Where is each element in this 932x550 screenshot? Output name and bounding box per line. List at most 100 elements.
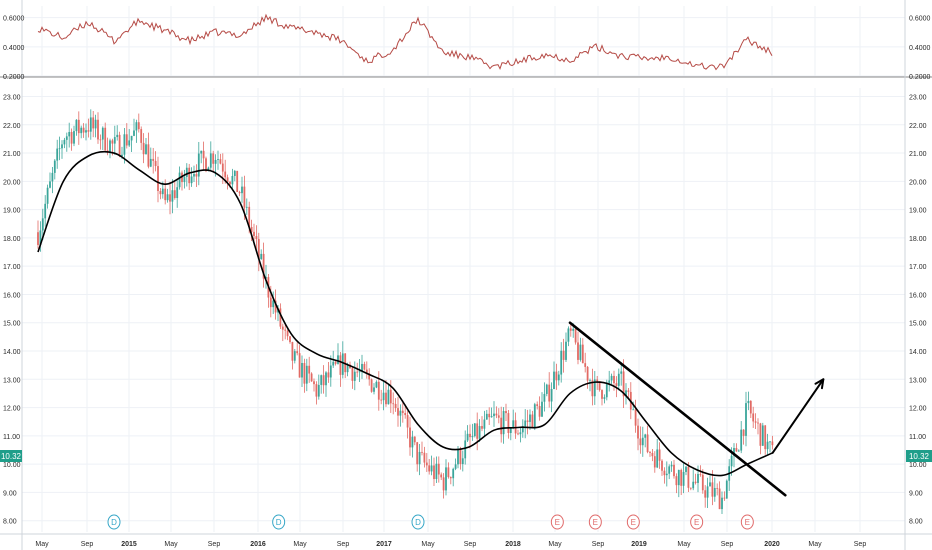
arrow-shaft <box>771 378 825 454</box>
candle-body <box>260 253 263 259</box>
candle-body <box>219 159 222 164</box>
price-left-tick-label: 18.00 <box>3 236 21 243</box>
candle-body <box>423 452 426 463</box>
candle-body <box>649 452 651 453</box>
candle-body <box>157 166 159 192</box>
candle-body <box>351 368 354 381</box>
candle-body <box>293 351 296 361</box>
candle-body <box>70 131 73 144</box>
candle-body <box>406 415 409 428</box>
candle-body <box>140 129 143 143</box>
price-right-tick-label: 14.00 <box>909 349 927 356</box>
earnings-marker[interactable]: E <box>626 514 640 530</box>
candle-body <box>536 404 539 407</box>
price-right-tick-label: 21.00 <box>909 151 927 158</box>
candle-body <box>356 371 359 373</box>
candle-body <box>488 413 491 418</box>
candle-body <box>255 236 258 240</box>
event-label: E <box>694 518 699 527</box>
candle-body <box>567 328 570 342</box>
dividend-marker[interactable]: D <box>411 514 425 530</box>
indicator-grid <box>22 6 905 77</box>
candle-body <box>233 170 236 176</box>
candle-body <box>687 466 690 488</box>
candle-body <box>692 481 695 489</box>
candle-body <box>497 415 500 418</box>
candle-body <box>313 381 315 385</box>
candle-body <box>437 463 440 475</box>
earnings-marker[interactable]: E <box>550 514 564 530</box>
candle-body <box>373 387 375 392</box>
candle-body <box>500 417 503 435</box>
candle-body <box>142 142 145 155</box>
candle-body <box>449 477 452 479</box>
candle-body <box>317 384 320 397</box>
candle-body <box>433 465 435 480</box>
candle-body <box>644 434 647 438</box>
candle-body <box>442 477 445 491</box>
dividend-marker[interactable]: D <box>107 514 121 530</box>
candle-body <box>377 381 380 400</box>
candle-body <box>337 355 339 364</box>
candle-body <box>123 134 126 155</box>
price-tag-right: 10.32 <box>906 450 932 462</box>
time-axis-tick-label: Sep <box>592 541 605 548</box>
price-left-tick-label: 21.00 <box>3 151 21 158</box>
price-left-tick-label: 9.00 <box>3 490 17 497</box>
dividend-marker[interactable]: D <box>272 514 286 530</box>
candle-body <box>625 390 627 397</box>
candle-body <box>370 379 373 392</box>
candle-body <box>759 423 762 446</box>
candle-body <box>670 464 673 467</box>
event-label: D <box>111 518 117 527</box>
price-right-tick-label: 20.00 <box>909 179 927 186</box>
candle-body <box>37 232 39 245</box>
candle-body <box>339 355 342 375</box>
candle-body <box>166 194 169 201</box>
candle-body <box>334 361 337 364</box>
candle-body <box>197 153 200 177</box>
trend-line <box>568 321 787 497</box>
candle-body <box>505 411 507 414</box>
candle-body <box>562 350 565 360</box>
candle-body <box>620 371 623 374</box>
candle-body <box>613 375 615 384</box>
price-left-tick-label: 10.00 <box>3 462 21 469</box>
price-grid <box>22 88 905 532</box>
candle-body <box>301 363 303 378</box>
candle-body <box>39 230 42 245</box>
candle-body <box>202 150 205 159</box>
candle-body <box>217 159 219 160</box>
candle-body <box>493 413 495 417</box>
candle-body <box>385 392 387 405</box>
candle-body <box>92 117 95 129</box>
price-right-tick-label: 8.00 <box>909 519 923 526</box>
candle-body <box>159 191 162 195</box>
price-right-tick-label: 10.00 <box>909 462 927 469</box>
earnings-marker[interactable]: E <box>588 514 602 530</box>
candle-body <box>745 403 747 436</box>
candle-body <box>87 130 90 132</box>
candle-body <box>771 441 774 446</box>
candle-body <box>125 134 128 146</box>
candle-body <box>137 122 140 130</box>
candle-body <box>133 130 135 136</box>
time-axis-tick-label: May <box>293 541 307 548</box>
candle-body <box>116 134 119 138</box>
candle-body <box>327 372 330 378</box>
earnings-marker[interactable]: E <box>740 514 754 530</box>
candle-body <box>241 186 243 194</box>
candle-body <box>205 158 207 172</box>
candle-body <box>711 482 714 497</box>
candle-body <box>353 371 356 381</box>
time-axis-tick-label: May <box>548 541 562 548</box>
candle-body <box>397 408 399 416</box>
candle-body <box>368 373 371 380</box>
price-right-tick-label: 22.00 <box>909 123 927 130</box>
candle-body <box>322 375 325 386</box>
earnings-marker[interactable]: E <box>690 514 704 530</box>
candle-body <box>315 384 318 397</box>
candle-body <box>440 474 443 478</box>
